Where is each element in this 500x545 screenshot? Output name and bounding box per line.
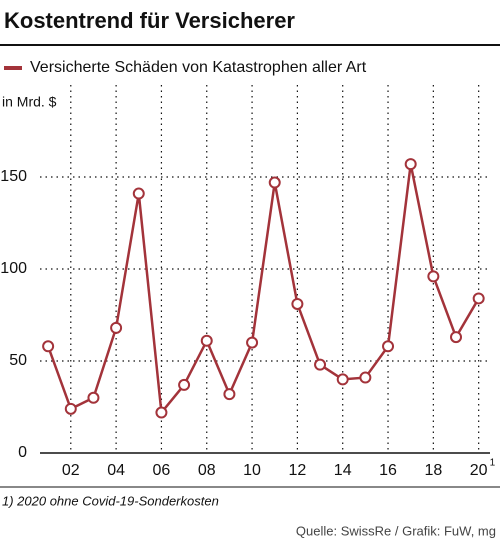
x-tick-label: 12: [288, 462, 306, 479]
marker: [132, 187, 145, 200]
marker: [64, 402, 77, 415]
marker: [42, 340, 55, 353]
source: Quelle: SwissRe / Grafik: FuW, mg: [296, 523, 496, 538]
marker: [268, 176, 281, 189]
marker: [472, 292, 485, 305]
x-tick-label: 10: [243, 462, 261, 479]
x-tick-label: 08: [198, 462, 216, 479]
x-tick-label: 02: [62, 462, 80, 479]
y-tick-label: 50: [9, 352, 27, 369]
y-axis-label: in Mrd. $: [2, 94, 57, 110]
marker: [359, 371, 372, 384]
marker: [427, 270, 440, 283]
marker: [382, 340, 395, 353]
chart-title: Kostentrend für Versicherer: [4, 8, 295, 33]
x-tick-label: 06: [153, 462, 171, 479]
x-tick-label: 18: [424, 462, 442, 479]
x-tick-label: 14: [334, 462, 352, 479]
marker: [246, 336, 259, 349]
marker: [314, 358, 327, 371]
x-tick-label: 16: [379, 462, 397, 479]
legend-label: Versicherte Schäden von Katastrophen all…: [30, 59, 367, 76]
marker: [336, 373, 349, 386]
marker: [291, 297, 304, 310]
marker: [155, 406, 168, 419]
marker: [178, 378, 191, 391]
marker: [87, 391, 100, 404]
marker: [223, 388, 236, 401]
y-tick-label: 150: [0, 168, 27, 185]
x-tick-label: 04: [107, 462, 125, 479]
footnote: 1) 2020 ohne Covid-19-Sonderkosten: [2, 493, 219, 508]
y-tick-label: 0: [18, 444, 27, 461]
marker: [200, 334, 213, 347]
marker: [404, 158, 417, 171]
marker: [450, 331, 463, 344]
y-tick-label: 100: [0, 260, 27, 277]
x-tick-label: 20: [470, 462, 488, 479]
marker: [110, 321, 123, 334]
line: [46, 162, 480, 414]
footnote-mark: 1: [490, 458, 496, 469]
